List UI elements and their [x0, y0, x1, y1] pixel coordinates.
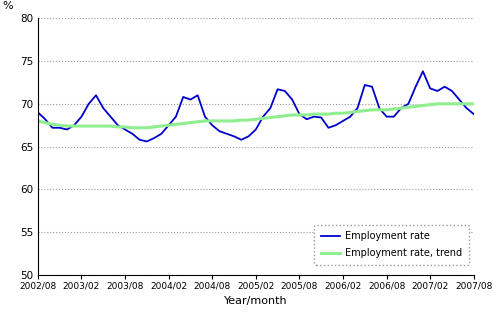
- Y-axis label: %: %: [2, 1, 12, 11]
- Employment rate: [158, 132, 164, 136]
- Employment rate: [195, 93, 201, 97]
- Legend: Employment rate, Employment rate, trend: Employment rate, Employment rate, trend: [314, 225, 469, 265]
- Employment rate, trend: [129, 126, 135, 130]
- Employment rate, trend: [100, 124, 106, 128]
- Line: Employment rate: Employment rate: [38, 71, 498, 141]
- Employment rate: [253, 128, 259, 131]
- Employment rate, trend: [195, 120, 201, 124]
- Employment rate: [35, 110, 41, 114]
- Employment rate, trend: [35, 119, 41, 123]
- Employment rate, trend: [318, 112, 324, 116]
- X-axis label: Year/month: Year/month: [224, 296, 288, 306]
- Employment rate: [420, 70, 426, 73]
- Employment rate: [318, 116, 324, 119]
- Employment rate: [100, 106, 106, 110]
- Employment rate, trend: [253, 117, 259, 121]
- Employment rate: [478, 119, 484, 123]
- Employment rate, trend: [158, 124, 164, 128]
- Employment rate, trend: [471, 102, 477, 106]
- Employment rate: [144, 139, 150, 143]
- Line: Employment rate, trend: Employment rate, trend: [38, 103, 498, 128]
